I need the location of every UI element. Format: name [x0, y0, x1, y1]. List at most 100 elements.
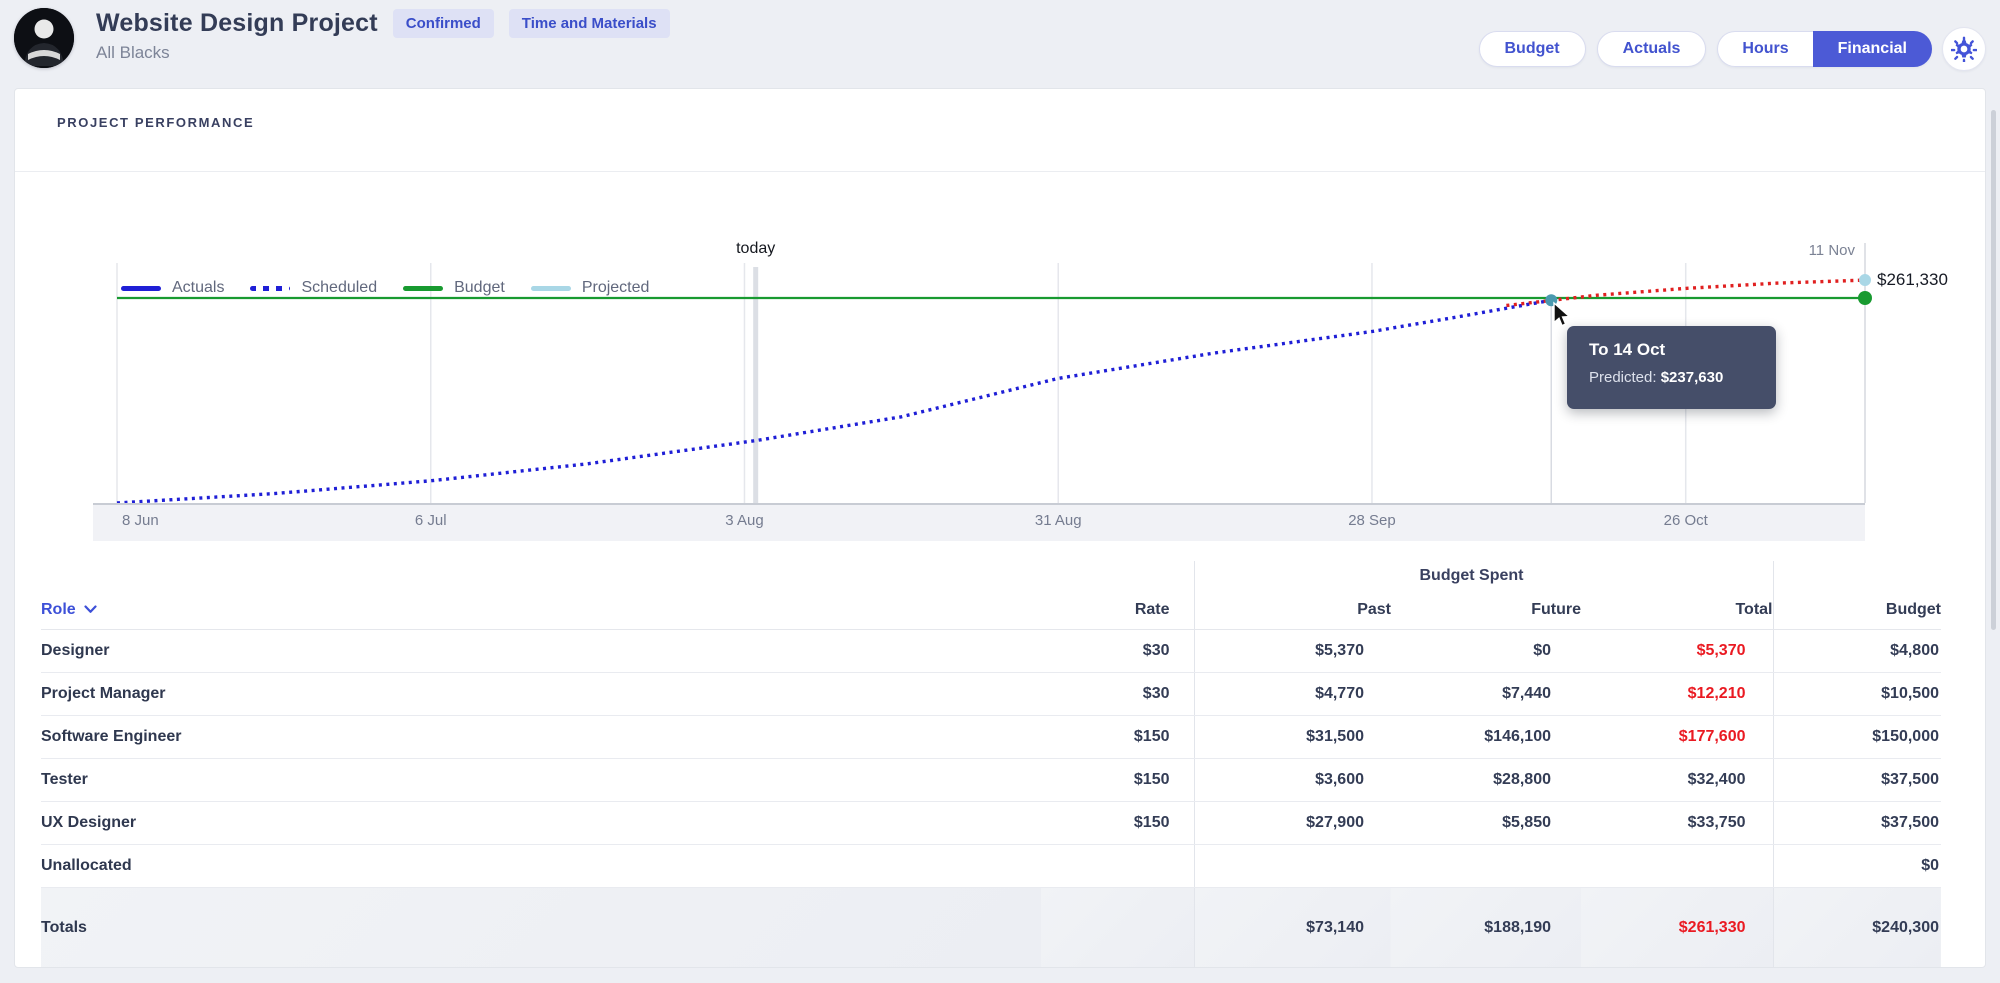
budget-cell: $10,500	[1772, 672, 1941, 716]
past-cell: $73,140	[1193, 886, 1391, 967]
future-cell: $7,440	[1391, 672, 1581, 716]
total-cell: $5,370	[1581, 629, 1773, 673]
chevron-down-icon	[84, 605, 97, 613]
past-cell	[1193, 844, 1391, 888]
future-cell: $188,190	[1391, 886, 1581, 967]
legend-swatch-solid	[121, 285, 161, 291]
client-name: All Blacks	[96, 43, 170, 62]
total-cell: $33,750	[1581, 801, 1773, 845]
total-column-header: Total	[1581, 591, 1773, 630]
past-cell: $31,500	[1193, 715, 1391, 759]
gear-icon	[1951, 36, 1977, 62]
future-cell: $28,800	[1391, 758, 1581, 802]
projected-total-label: $261,330	[1877, 270, 1948, 289]
budget-button[interactable]: Budget	[1478, 31, 1586, 67]
totals-row: Totals $73,140 $188,190 $261,330 $240,300	[41, 886, 1941, 967]
table-row-designer: Designer $30 $5,370 $0 $5,370 $4,800	[41, 629, 1941, 673]
legend-item-projected: Projected	[530, 279, 650, 297]
legend-item-actuals: Actuals	[121, 279, 224, 297]
legend-label: Projected	[581, 279, 650, 296]
past-cell: $4,770	[1193, 672, 1391, 716]
table-row-tester: Tester $150 $3,600 $28,800 $32,400 $37,500	[41, 758, 1941, 802]
total-cell: $12,210	[1581, 672, 1773, 716]
budget-spent-group-header: Budget Spent	[1193, 561, 1773, 591]
title-block: Website Design Project Confirmed Time an…	[96, 9, 670, 63]
role-cell[interactable]: Designer	[41, 629, 1041, 673]
future-cell	[1391, 844, 1581, 888]
future-cell: $0	[1391, 629, 1581, 673]
axis-tick: 28 Sep	[1348, 512, 1396, 529]
past-cell: $27,900	[1193, 801, 1391, 845]
end-date-label: 11 Nov	[1808, 242, 1855, 259]
settings-button[interactable]	[1942, 27, 1986, 71]
mouse-cursor-icon	[1553, 301, 1572, 327]
axis-tick: 8 Jun	[122, 512, 159, 529]
legend-swatch-solid	[403, 285, 444, 291]
table-group-header-row: Budget Spent	[41, 561, 1941, 591]
budget-cell: $4,800	[1772, 629, 1941, 673]
budget-table-body: Designer $30 $5,370 $0 $5,370 $4,800 Project M…	[41, 629, 1941, 888]
rate-cell: $30	[1041, 672, 1194, 716]
divider	[15, 171, 1985, 172]
rate-column-header: Rate	[1041, 591, 1194, 630]
page-scrollbar[interactable]	[1991, 110, 1996, 630]
performance-chart-svg	[116, 243, 1872, 505]
budget-column-header: Budget	[1772, 591, 1941, 630]
axis-tick: 26 Oct	[1663, 512, 1708, 529]
legend-label: Scheduled	[301, 279, 378, 296]
total-cell	[1581, 844, 1773, 888]
actuals-button[interactable]: Actuals	[1596, 31, 1707, 67]
table-column-header-row: Role Rate Past Future Total Budget	[41, 591, 1941, 630]
legend-swatch-solid	[530, 285, 571, 291]
role-cell[interactable]: UX Designer	[41, 801, 1041, 845]
axis-tick: 3 Aug	[725, 512, 764, 529]
role-cell[interactable]: Tester	[41, 758, 1041, 802]
axis-tick: 6 Jul	[414, 512, 447, 529]
legend-label: Actuals	[172, 279, 225, 296]
hours-financial-toggle: Hours Financial	[1717, 31, 1932, 67]
chart-tooltip: To 14 Oct Predicted: $237,630	[1567, 326, 1776, 409]
rate-cell: $30	[1041, 629, 1194, 673]
rate-cell	[1041, 844, 1194, 888]
past-cell: $5,370	[1193, 629, 1391, 673]
chart-axis	[93, 503, 1865, 541]
chart-legend: Actuals Scheduled Budget Projected	[121, 279, 675, 297]
future-cell: $5,850	[1391, 801, 1581, 845]
future-column-header: Future	[1391, 591, 1581, 630]
tooltip-predicted-value: $237,630	[1660, 369, 1724, 386]
today-label: today	[736, 240, 776, 257]
tooltip-predicted: Predicted: $237,630	[1589, 369, 1724, 386]
rate-cell	[1041, 886, 1194, 967]
project-performance-card: PROJECT PERFORMANCE today 11 Nov $261,33…	[14, 88, 1986, 968]
tooltip-date: To 14 Oct	[1589, 340, 1666, 359]
avatar-image	[14, 8, 74, 68]
past-cell: $3,600	[1193, 758, 1391, 802]
axis-tick: 31 Aug	[1034, 512, 1082, 529]
project-avatar[interactable]	[14, 8, 74, 68]
budget-cell: $240,300	[1772, 886, 1941, 967]
hours-toggle-button[interactable]: Hours	[1717, 31, 1813, 67]
status-badge: Confirmed	[392, 9, 494, 38]
page-title: Website Design Project	[96, 9, 378, 37]
total-cell: $177,600	[1581, 715, 1773, 759]
role-cell[interactable]: Project Manager	[41, 672, 1041, 716]
view-controls: Budget Actuals Hours Financial	[1478, 27, 1986, 71]
role-cell[interactable]: Unallocated	[41, 844, 1041, 888]
past-column-header: Past	[1193, 591, 1391, 630]
table-row-unallocated: Unallocated $0	[41, 844, 1941, 888]
rate-cell: $150	[1041, 801, 1194, 845]
budget-cell: $150,000	[1772, 715, 1941, 759]
total-cell: $261,330	[1581, 886, 1773, 967]
rate-cell: $150	[1041, 715, 1194, 759]
performance-chart[interactable]: today 11 Nov $261,330 Actuals Scheduled Bu…	[15, 89, 1985, 967]
budget-cell: $37,500	[1772, 758, 1941, 802]
budget-table-footer: Totals $73,140 $188,190 $261,330 $240,300	[41, 886, 1941, 967]
role-cell[interactable]: Software Engineer	[41, 715, 1041, 759]
table-row-project-manager: Project Manager $30 $4,770 $7,440 $12,210 $10…	[41, 672, 1941, 716]
role-column-header[interactable]: Role	[41, 591, 1041, 630]
future-cell: $146,100	[1391, 715, 1581, 759]
rate-cell: $150	[1041, 758, 1194, 802]
financial-toggle-button[interactable]: Financial	[1812, 31, 1932, 67]
total-cell: $32,400	[1581, 758, 1773, 802]
